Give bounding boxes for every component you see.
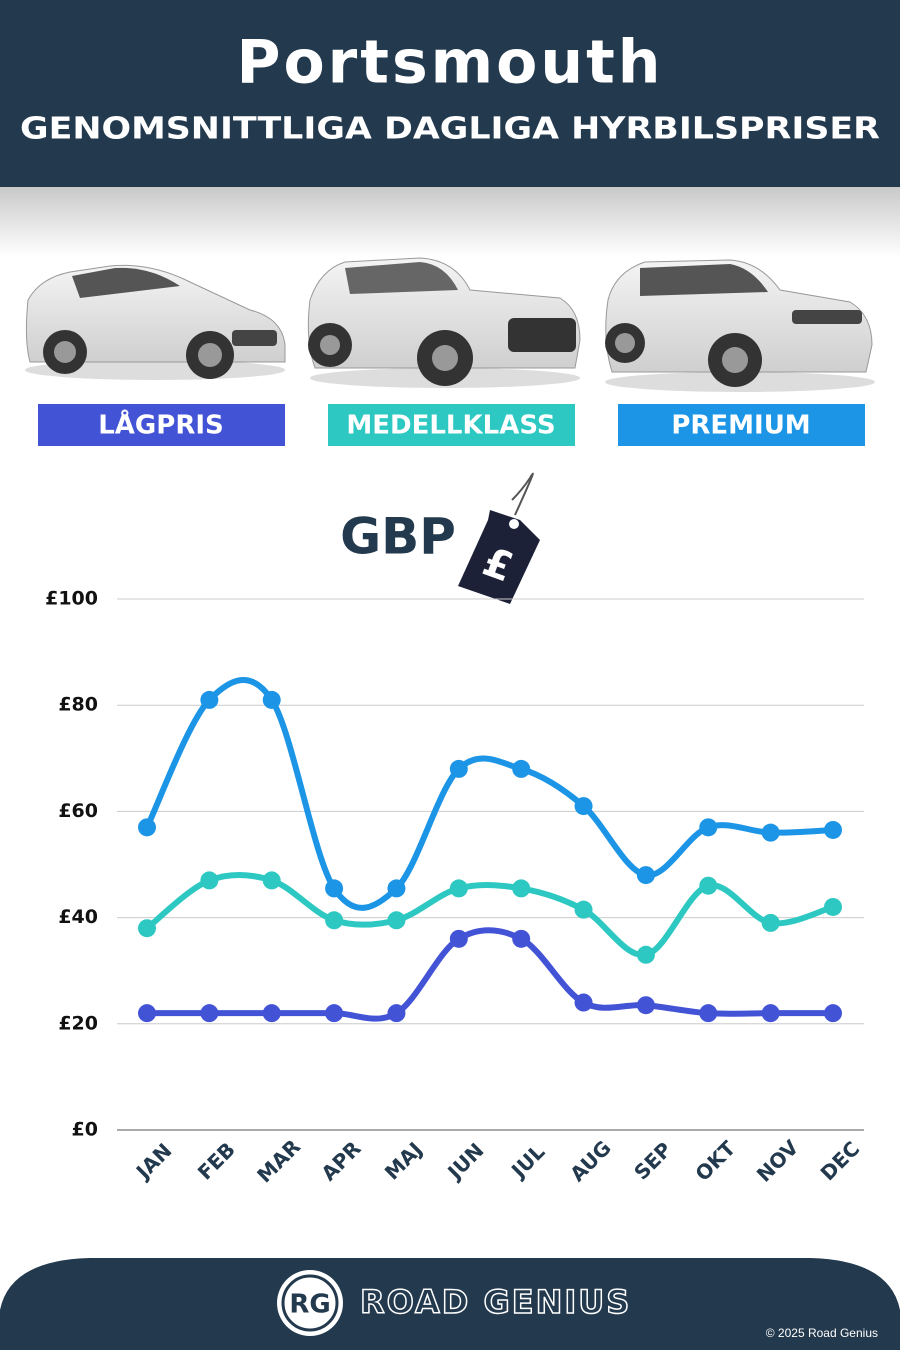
- currency-unit: GBP: [340, 508, 456, 566]
- data-point: [387, 911, 406, 930]
- brand-name: ROAD GENIUS: [360, 1283, 631, 1321]
- legend-swatch: [38, 404, 285, 446]
- y-tick-label: £20: [58, 1012, 98, 1034]
- data-point: [574, 993, 593, 1012]
- data-point: [262, 871, 281, 890]
- x-tick-label: JUN: [442, 1138, 489, 1185]
- data-point: [449, 759, 468, 778]
- data-point: [262, 690, 281, 709]
- copyright: © 2025 Road Genius: [766, 1326, 878, 1340]
- data-point: [761, 1004, 780, 1023]
- data-point: [449, 929, 468, 948]
- legend-swatch: [328, 404, 575, 446]
- data-point: [761, 913, 780, 932]
- header-band: [0, 0, 900, 187]
- legend-label: MEDELLKLASS: [346, 411, 555, 441]
- footer-band: [0, 1258, 900, 1350]
- y-tick-label: £100: [45, 588, 98, 610]
- data-point: [699, 876, 718, 895]
- data-point: [325, 1004, 344, 1023]
- series-line: [144, 927, 836, 1022]
- car-hatchback: [25, 264, 286, 380]
- x-tick-label: JAN: [130, 1138, 176, 1184]
- y-tick-label: £80: [58, 694, 98, 716]
- x-tick-label: MAR: [252, 1135, 305, 1188]
- data-point: [325, 879, 344, 898]
- data-point: [699, 818, 718, 837]
- chart-title: Portsmouth: [236, 28, 663, 98]
- x-tick-label: NOV: [752, 1135, 804, 1187]
- data-point: [200, 690, 219, 709]
- data-point: [699, 1004, 718, 1023]
- logo-badge: [277, 1270, 343, 1336]
- data-point: [636, 945, 655, 964]
- data-point: [325, 911, 344, 930]
- x-tick-label: DEC: [816, 1137, 865, 1186]
- data-point: [387, 879, 406, 898]
- data-point: [138, 919, 156, 938]
- legend-swatch: [618, 404, 865, 446]
- series-line: [144, 871, 836, 958]
- data-point: [512, 759, 531, 778]
- data-point: [824, 897, 842, 916]
- data-point: [200, 1004, 219, 1023]
- y-tick-label: £0: [72, 1119, 98, 1141]
- data-point: [512, 879, 531, 898]
- x-tick-label: OKT: [690, 1136, 740, 1186]
- data-point: [636, 996, 655, 1015]
- logo-ring: [281, 1274, 339, 1332]
- data-point: [636, 866, 655, 885]
- car-suv: [307, 257, 581, 388]
- logo-text: RG: [289, 1290, 330, 1320]
- x-tick-label: AUG: [565, 1136, 616, 1187]
- legend-label: PREMIUM: [671, 411, 810, 441]
- price-tag-icon: £: [458, 472, 540, 604]
- chart-subtitle: GENOMSNITTLIGA DAGLIGA HYRBILSPRISER: [20, 112, 880, 147]
- data-point: [574, 900, 593, 919]
- data-point: [512, 929, 531, 948]
- data-point: [574, 797, 593, 816]
- data-point: [138, 1004, 156, 1023]
- data-point: [200, 871, 219, 890]
- x-tick-label: JUL: [505, 1139, 549, 1183]
- header-shadow: [0, 187, 900, 257]
- car-premium-suv: [605, 259, 875, 392]
- data-point: [138, 818, 156, 837]
- y-tick-label: £60: [58, 800, 98, 822]
- data-point: [262, 1004, 281, 1023]
- data-point: [449, 879, 468, 898]
- data-point: [761, 823, 780, 842]
- x-tick-label: FEB: [193, 1137, 240, 1184]
- data-point: [387, 1004, 406, 1023]
- data-point: [824, 1004, 842, 1023]
- x-tick-label: SEP: [629, 1137, 676, 1184]
- data-point: [824, 820, 842, 839]
- x-tick-label: APR: [316, 1136, 365, 1185]
- y-tick-label: £40: [58, 906, 98, 928]
- legend-label: LÅGPRIS: [98, 409, 224, 441]
- x-tick-label: MAJ: [380, 1137, 427, 1184]
